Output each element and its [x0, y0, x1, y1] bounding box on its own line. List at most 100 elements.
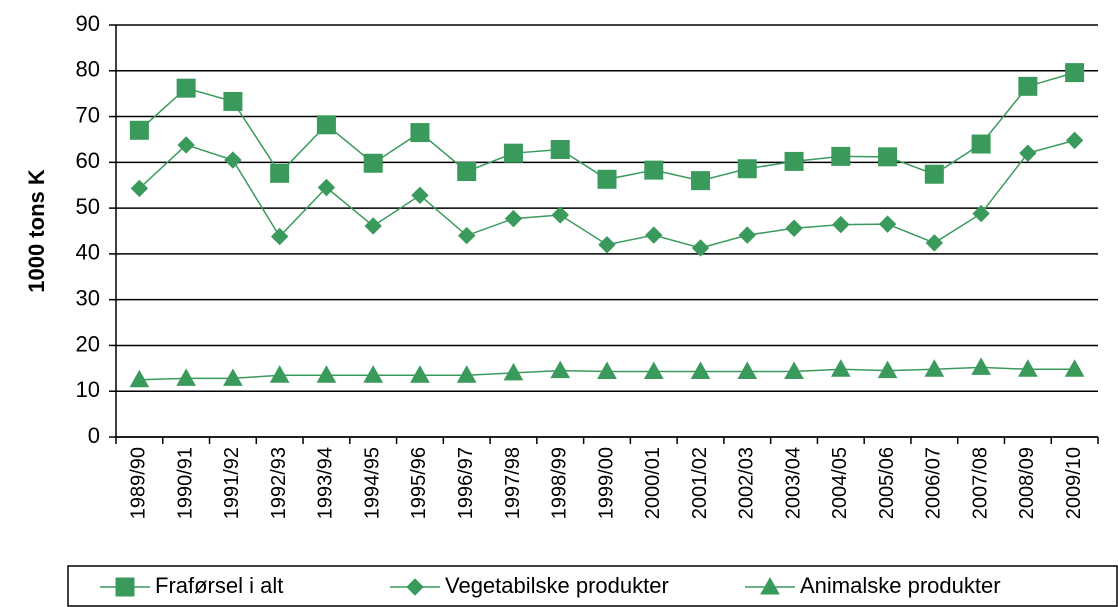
data-point	[458, 226, 476, 245]
data-point	[971, 357, 991, 375]
data-point	[784, 361, 804, 380]
y-tick-label: 50	[76, 194, 100, 219]
data-point	[785, 219, 803, 237]
data-point	[971, 134, 991, 154]
data-point	[645, 226, 663, 244]
data-point	[410, 365, 430, 383]
data-point	[410, 123, 430, 143]
data-point	[737, 361, 758, 380]
x-tick-label: 2007/08	[969, 447, 991, 519]
y-tick-label: 10	[76, 377, 100, 402]
x-tick-label: 2004/05	[829, 447, 851, 519]
y-tick-label: 70	[76, 102, 100, 127]
data-point	[1019, 144, 1037, 162]
legend-box	[67, 565, 1118, 607]
data-point	[503, 362, 524, 381]
y-tick-label: 30	[76, 285, 100, 310]
y-tick-label: 90	[76, 11, 100, 36]
x-tick-label: 2006/07	[923, 447, 945, 519]
data-point	[456, 365, 477, 383]
data-point	[270, 163, 290, 183]
data-point	[877, 360, 898, 379]
data-point	[129, 369, 150, 388]
data-point	[784, 151, 804, 171]
y-tick-label: 20	[76, 331, 100, 356]
data-point	[457, 161, 477, 181]
x-tick-label: 2002/03	[736, 447, 758, 519]
data-point	[643, 361, 664, 380]
legend-label: Animalske produkter	[800, 573, 1001, 598]
x-tick-label: 1990/91	[174, 447, 196, 519]
data-point	[364, 217, 382, 235]
data-point	[924, 164, 944, 184]
data-point	[738, 226, 756, 244]
x-tick-label: 2001/02	[689, 447, 711, 519]
data-point	[690, 361, 711, 380]
data-point	[1065, 63, 1085, 83]
data-point	[830, 359, 851, 377]
x-tick-label: 2003/04	[782, 447, 804, 519]
x-tick-label: 1995/96	[408, 447, 430, 519]
data-point	[411, 186, 429, 205]
data-point	[551, 206, 569, 224]
data-point	[550, 360, 571, 379]
x-tick-label: 1992/93	[268, 447, 290, 519]
x-tick-label: 1999/00	[595, 447, 617, 519]
data-point	[644, 160, 664, 180]
x-tick-label: 1996/97	[455, 447, 477, 519]
x-tick-label: 1991/92	[221, 447, 243, 519]
data-point	[1064, 359, 1085, 377]
data-point	[831, 146, 851, 166]
data-point	[129, 120, 149, 140]
legend-label: Fraførsel i alt	[155, 573, 283, 598]
data-point	[1018, 76, 1038, 96]
x-tick-label: 1993/94	[315, 447, 337, 519]
x-tick-label: 1994/95	[361, 447, 383, 519]
data-point	[223, 368, 243, 386]
data-point	[972, 204, 990, 223]
data-point	[691, 239, 710, 257]
data-point	[176, 78, 196, 98]
data-point	[597, 169, 617, 189]
data-point	[597, 361, 617, 380]
data-point	[316, 115, 336, 135]
data-point	[878, 147, 898, 167]
x-tick-label: 1989/90	[128, 447, 150, 519]
data-point	[550, 140, 570, 160]
data-point	[598, 236, 616, 254]
data-point	[737, 159, 757, 179]
data-point	[316, 365, 337, 383]
data-point	[363, 153, 383, 173]
data-point	[1065, 131, 1084, 150]
y-tick-label: 40	[76, 240, 100, 265]
x-tick-label: 2005/06	[876, 447, 898, 519]
legend-marker	[760, 576, 780, 595]
legend-marker	[115, 577, 135, 597]
data-point	[177, 136, 195, 154]
y-tick-label: 60	[76, 148, 100, 173]
data-point	[317, 178, 336, 197]
data-point	[130, 179, 149, 198]
data-point	[924, 359, 945, 377]
x-tick-label: 2008/09	[1016, 447, 1038, 519]
data-point	[224, 151, 242, 169]
data-point	[176, 368, 196, 386]
data-point	[1018, 359, 1038, 377]
y-axis-title: 1000 tons K	[24, 169, 49, 293]
data-point	[832, 215, 850, 234]
data-point	[270, 227, 289, 246]
x-tick-label: 2009/10	[1063, 447, 1085, 519]
x-tick-label: 1997/98	[502, 447, 524, 519]
y-tick-label: 0	[88, 423, 100, 448]
y-tick-label: 80	[76, 57, 100, 82]
data-point	[223, 91, 243, 111]
data-point	[878, 215, 897, 233]
data-point	[504, 209, 523, 228]
legend-marker	[406, 578, 424, 596]
data-point	[691, 171, 711, 191]
data-point	[925, 234, 944, 252]
data-point	[363, 365, 384, 383]
legend-label: Vegetabilske produkter	[445, 573, 669, 598]
